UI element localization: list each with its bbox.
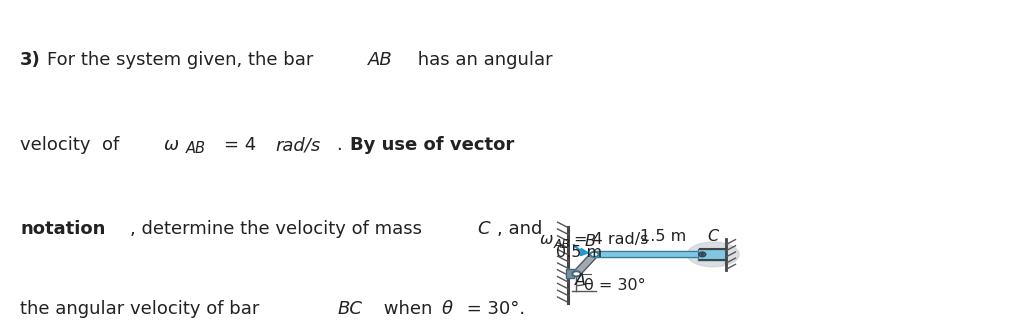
Text: has an angular: has an angular	[411, 51, 552, 69]
Text: B: B	[584, 234, 595, 249]
Text: BC: BC	[337, 300, 362, 318]
Text: 1.5 m: 1.5 m	[639, 229, 685, 243]
Text: when: when	[378, 300, 438, 318]
Text: AB: AB	[553, 238, 570, 251]
Text: = 30°.: = 30°.	[461, 300, 525, 318]
Text: rad/s: rad/s	[275, 136, 320, 154]
Text: , determine the velocity of mass: , determine the velocity of mass	[130, 220, 428, 238]
Circle shape	[701, 254, 703, 255]
Text: 0.5 m: 0.5 m	[556, 245, 602, 260]
Circle shape	[699, 252, 705, 257]
Text: AB: AB	[368, 51, 392, 69]
Text: the angular velocity of bar: the angular velocity of bar	[20, 300, 265, 318]
Ellipse shape	[686, 242, 738, 267]
Text: θ: θ	[441, 300, 452, 318]
Text: velocity  of: velocity of	[20, 136, 130, 154]
Text: .: .	[337, 136, 349, 154]
Circle shape	[589, 252, 599, 257]
Text: By use of vector: By use of vector	[350, 136, 514, 154]
Text: = 4: = 4	[224, 136, 262, 154]
Text: , and: , and	[496, 220, 542, 238]
Polygon shape	[572, 253, 598, 275]
Text: ω: ω	[539, 232, 553, 247]
Bar	[698, 249, 725, 260]
Text: = 4 rad/s: = 4 rad/s	[573, 232, 647, 247]
Text: θ = 30°: θ = 30°	[583, 278, 645, 293]
Text: For the system given, the bar: For the system given, the bar	[48, 51, 319, 69]
Text: C: C	[707, 229, 718, 243]
Text: AB: AB	[186, 141, 206, 156]
Bar	[566, 269, 574, 279]
Text: 3): 3)	[20, 51, 40, 69]
Polygon shape	[593, 251, 702, 257]
Text: C: C	[477, 220, 489, 238]
Text: A: A	[574, 273, 585, 288]
Text: ω: ω	[164, 136, 179, 154]
Text: notation: notation	[20, 220, 105, 238]
Circle shape	[571, 271, 580, 277]
